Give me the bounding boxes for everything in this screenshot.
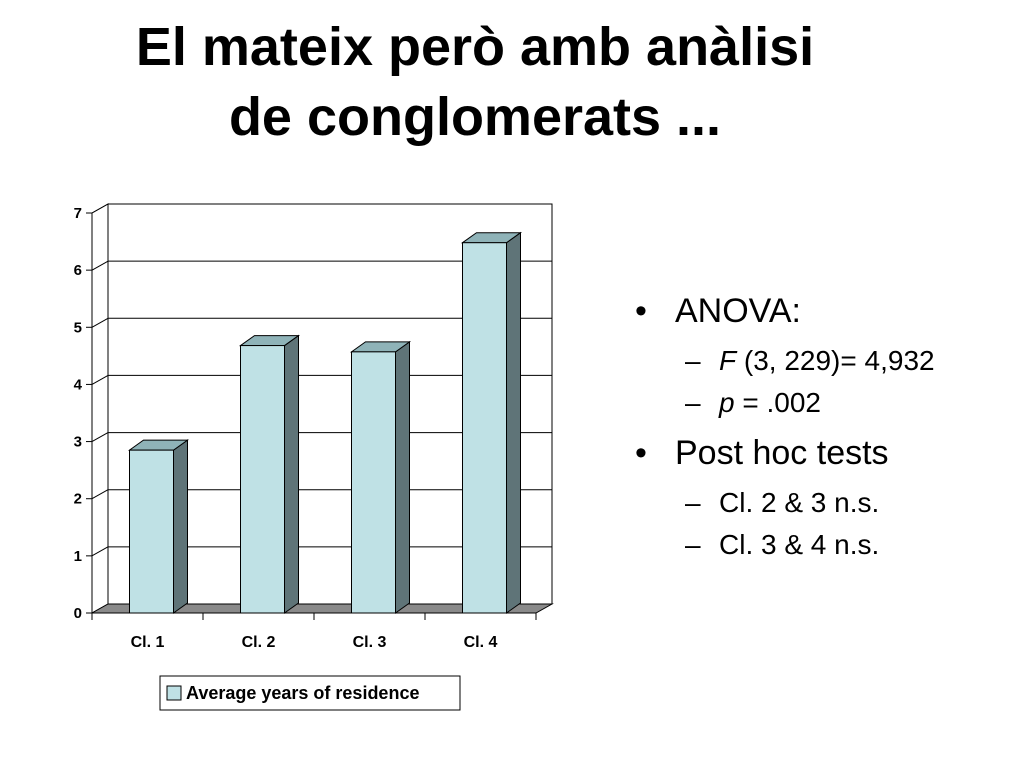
sub-bullet-posthoc-2: – Cl. 3 & 4 n.s. xyxy=(635,528,975,562)
sub-bullet-f-statistic: – F (3, 229)= 4,932 xyxy=(635,344,975,378)
bar-side xyxy=(395,340,410,614)
gridline-side xyxy=(91,203,109,214)
y-tick-label: 4 xyxy=(74,376,83,393)
gridline-side xyxy=(91,374,109,385)
gridline-side xyxy=(91,317,109,328)
y-tick-label: 0 xyxy=(74,605,82,622)
y-tick-label: 7 xyxy=(74,205,82,222)
dash-icon: – xyxy=(685,487,701,518)
legend-box xyxy=(159,675,461,711)
sub-bullet-p-value: – p = .002 xyxy=(635,386,975,420)
gridline-side xyxy=(91,546,109,557)
gridline-side xyxy=(91,260,109,271)
bar-side xyxy=(284,334,299,614)
bullet-post-hoc: • Post hoc tests xyxy=(635,428,975,478)
bullet-list: • ANOVA: – F (3, 229)= 4,932 – p = .002 … xyxy=(635,286,975,570)
bar xyxy=(462,242,507,614)
posthoc-item-2: Cl. 3 & 4 n.s. xyxy=(719,529,880,560)
slide-title-line-2: de conglomerats ... xyxy=(228,87,722,147)
bar xyxy=(129,449,174,614)
bullet-dot-icon: • xyxy=(635,434,647,472)
p-value: = .002 xyxy=(734,387,821,418)
sub-bullet-posthoc-1: – Cl. 2 & 3 n.s. xyxy=(635,486,975,520)
y-tick-label: 1 xyxy=(74,548,82,565)
bar xyxy=(351,351,396,614)
dash-icon: – xyxy=(685,387,701,418)
x-tick-label: Cl. 3 xyxy=(353,634,387,651)
y-tick-label: 6 xyxy=(74,262,82,279)
x-tick-label: Cl. 1 xyxy=(131,634,165,651)
bullet-dot-icon: • xyxy=(635,292,647,330)
bar-side xyxy=(173,439,188,614)
gridline-side xyxy=(91,432,109,443)
bullet-anova-label: ANOVA: xyxy=(675,292,801,330)
dash-icon: – xyxy=(685,529,701,560)
x-tick-label: Cl. 4 xyxy=(464,634,498,651)
posthoc-item-1: Cl. 2 & 3 n.s. xyxy=(719,487,880,518)
x-tick-label: Cl. 2 xyxy=(242,634,276,651)
f-symbol: F xyxy=(719,345,737,376)
y-tick-label: 3 xyxy=(74,434,82,451)
y-tick-label: 5 xyxy=(74,319,82,336)
y-tick-label: 2 xyxy=(74,491,82,508)
bar-side xyxy=(506,231,521,614)
dash-icon: – xyxy=(685,345,701,376)
slide-title-line-1: El mateix però amb anàlisi xyxy=(135,17,815,77)
legend-label: Average years of residence xyxy=(186,683,419,703)
f-statistic-value: (3, 229)= 4,932 xyxy=(736,345,935,376)
bar xyxy=(240,345,285,614)
slide-title: El mateix però amb anàlisi de conglomera… xyxy=(0,12,950,152)
gridline-side xyxy=(91,489,109,500)
bullet-post-hoc-label: Post hoc tests xyxy=(675,434,889,472)
p-symbol: p xyxy=(719,387,735,418)
bullet-anova: • ANOVA: xyxy=(635,286,975,336)
legend-swatch xyxy=(166,685,182,701)
